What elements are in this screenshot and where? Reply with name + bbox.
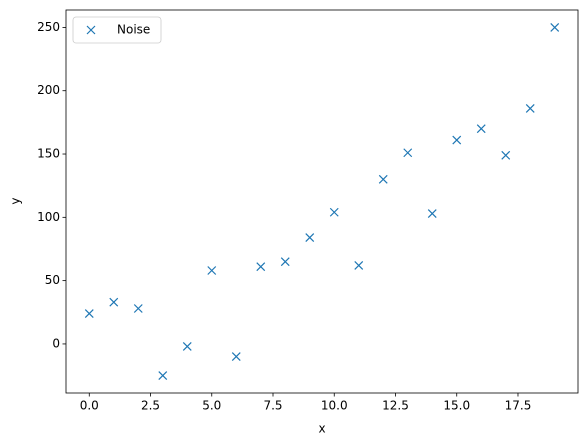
point bbox=[84, 309, 94, 318]
x-tick-label: 12.5 bbox=[382, 399, 409, 413]
point bbox=[378, 174, 388, 184]
x-tick-label: 0.0 bbox=[80, 399, 99, 413]
point bbox=[182, 342, 192, 351]
x-axis-label: x bbox=[318, 422, 325, 436]
point bbox=[550, 22, 560, 32]
x-tick-label: 15.0 bbox=[443, 399, 470, 413]
point bbox=[158, 371, 168, 381]
point bbox=[354, 261, 364, 270]
point bbox=[476, 124, 486, 134]
y-tick-label: 50 bbox=[45, 273, 60, 287]
point bbox=[109, 297, 119, 307]
x-tick-label: 10.0 bbox=[321, 399, 348, 413]
y-tick-label: 200 bbox=[37, 83, 60, 97]
x-tick-label: 17.5 bbox=[505, 399, 532, 413]
point bbox=[231, 352, 241, 362]
point bbox=[427, 209, 437, 218]
y-axis-label: y bbox=[9, 197, 23, 204]
point bbox=[501, 150, 511, 160]
legend-marker bbox=[86, 25, 96, 35]
point bbox=[403, 148, 413, 158]
plot-frame bbox=[65, 9, 579, 394]
y-tick-label: 150 bbox=[37, 147, 60, 161]
y-tick-label: 250 bbox=[37, 20, 60, 34]
point bbox=[280, 257, 290, 267]
y-tick-label: 0 bbox=[52, 336, 60, 350]
point bbox=[207, 266, 217, 275]
point bbox=[525, 104, 535, 113]
y-tick-label: 100 bbox=[37, 210, 60, 224]
point bbox=[256, 262, 266, 272]
point bbox=[305, 233, 315, 243]
point bbox=[329, 207, 339, 217]
point bbox=[452, 135, 462, 145]
x-tick-label: 7.5 bbox=[263, 399, 282, 413]
x-tick-label: 5.0 bbox=[202, 399, 221, 413]
point bbox=[133, 304, 143, 313]
legend-box bbox=[72, 16, 162, 44]
legend-label: Noise bbox=[117, 23, 150, 37]
x-tick-label: 2.5 bbox=[141, 399, 160, 413]
